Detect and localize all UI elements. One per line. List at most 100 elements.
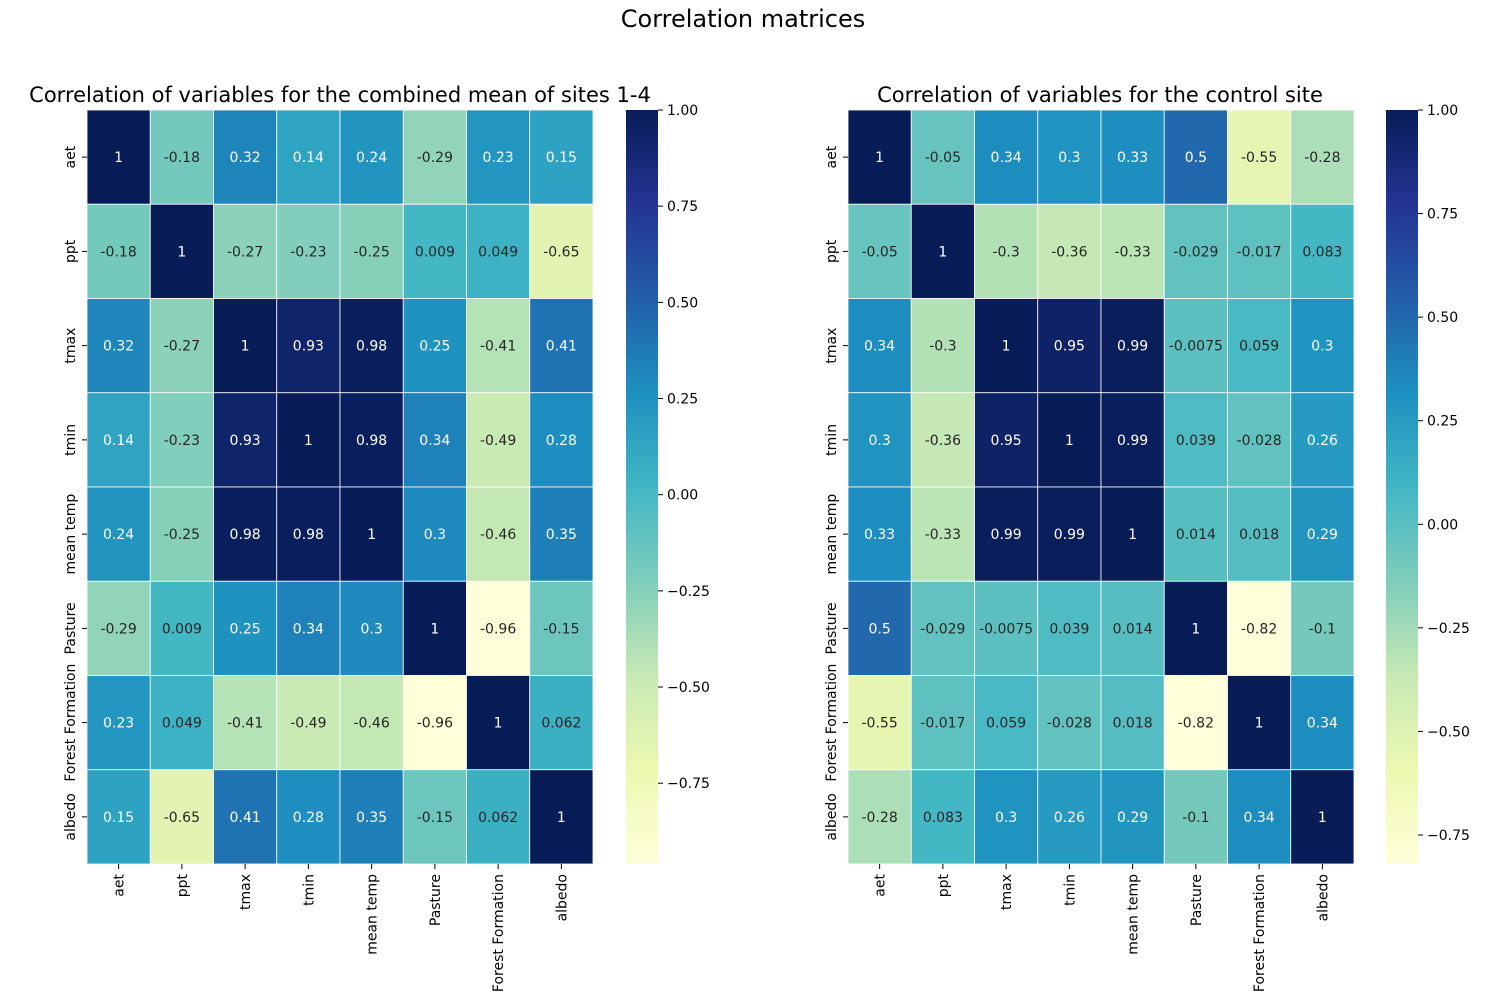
y-tick-label-pasture: Pasture [63,602,79,654]
heatmap-cell [974,392,1039,488]
cell-value-label: 0.98 [230,527,261,543]
cell-value-label: 0.059 [1239,339,1279,355]
y-tick-label-albedo: albedo [63,793,79,840]
cell-value-label: 0.24 [103,527,134,543]
x-tick-label-albedo: albedo [1315,874,1331,921]
heatmap-cell [1163,675,1228,771]
cell-value-label: -0.28 [1304,150,1340,166]
x-tick-label-pasture: Pasture [1189,874,1205,926]
heatmap-cell [149,675,214,771]
cell-value-label: -0.46 [354,716,390,732]
cell-value-label: -0.36 [925,433,961,449]
heatmap-cell [213,675,278,771]
y-tick-label-aet: aet [63,145,79,168]
cell-value-label: 1 [1128,527,1137,543]
cell-value-label: 1 [177,244,186,260]
cell-value-label: 0.3 [360,621,382,637]
cell-value-label: 0.35 [546,527,577,543]
cell-value-label: 0.34 [864,339,895,355]
heatmap-cell [466,675,531,771]
cell-value-label: 0.29 [1117,810,1148,826]
cell-value-label: -0.028 [1047,716,1092,732]
heatmap-cell [1163,769,1228,865]
x-tick-label-ppt: ppt [936,873,952,897]
colorbar-tick-label: −0.25 [667,584,710,600]
heatmap-cell [529,769,594,865]
cell-value-label: 0.28 [546,433,577,449]
heatmap-cell [1290,769,1355,865]
heatmap-cell [1037,769,1102,865]
heatmap-cell [149,769,214,865]
cell-value-label: 1 [367,527,376,543]
colorbar-tick-label: 1.00 [667,103,698,119]
colorbar [626,110,658,864]
heatmap-cell [1163,392,1228,488]
cell-value-label: -0.3 [992,244,1019,260]
cell-value-label: 0.15 [546,150,577,166]
heatmap-cell [86,298,151,394]
colorbar-tick-label: 0.75 [1427,207,1458,223]
heatmap-cell [1100,769,1165,865]
figure-suptitle: Correlation matrices [620,5,866,33]
heatmap-cell [1037,486,1102,582]
colorbar-tick-label: −0.75 [1427,828,1470,844]
cell-value-label: -0.017 [1237,244,1282,260]
heatmap-cell [213,580,278,676]
cell-value-label: 0.3 [1058,150,1080,166]
colorbar-tick-label: 1.00 [1427,103,1458,119]
heatmap-cell [1227,298,1292,394]
cell-value-label: 0.33 [864,527,895,543]
heatmap-cell [1163,109,1228,205]
heatmap-cell [1290,298,1355,394]
cell-value-label: -0.1 [1182,810,1209,826]
cell-value-label: -0.017 [920,716,965,732]
heatmap-cell [974,109,1039,205]
cell-value-label: -0.29 [417,150,453,166]
cell-value-label: 1 [938,244,947,260]
x-tick-label-tmin: tmin [1062,874,1078,906]
cell-value-label: -0.18 [101,244,137,260]
cell-value-label: 0.14 [103,433,134,449]
y-tick-label-mean-temp: mean temp [824,494,840,575]
x-tick-label-mean-temp: mean temp [365,874,381,955]
cell-value-label: 0.5 [1185,150,1207,166]
cell-value-label: 1 [494,716,503,732]
heatmap-cell [276,298,341,394]
heatmap-cell [276,203,341,299]
colorbar [1386,110,1418,864]
cell-value-label: 0.3 [995,810,1017,826]
cell-value-label: 1 [1002,339,1011,355]
cell-value-label: 0.059 [986,716,1026,732]
cell-value-label: -0.96 [417,716,453,732]
cell-value-label: -0.46 [480,527,516,543]
heatmap-cell [1290,486,1355,582]
heatmap-cell [1290,580,1355,676]
cell-value-label: 1 [1318,810,1327,826]
y-tick-label-ppt: ppt [63,239,79,263]
heatmap-cell [1163,580,1228,676]
heatmap-cell [276,675,341,771]
y-tick-label-mean-temp: mean temp [63,494,79,575]
heatmap-cell [86,580,151,676]
cell-value-label: -0.028 [1237,433,1282,449]
cell-value-label: 0.009 [162,621,202,637]
heatmap-cell [276,486,341,582]
heatmap-cell [910,769,975,865]
x-tick-label-pasture: Pasture [428,874,444,926]
x-tick-label-aet: aet [873,873,889,896]
cell-value-label: 0.34 [293,621,324,637]
cell-value-label: -0.15 [543,621,579,637]
heatmap-cell [1227,769,1292,865]
heatmap-cell [847,675,912,771]
y-tick-label-tmax: tmax [63,328,79,364]
cell-value-label: 1 [875,150,884,166]
cell-value-label: 0.98 [356,339,387,355]
heatmap-cell [149,109,214,205]
heatmap-cell [86,109,151,205]
colorbar-tick-label: −0.75 [667,776,710,792]
cell-value-label: 1 [1065,433,1074,449]
heatmap-cell [466,580,531,676]
panel-title: Correlation of variables for the combine… [29,83,651,107]
cell-value-label: 0.32 [103,339,134,355]
y-tick-label-tmax: tmax [824,328,840,364]
